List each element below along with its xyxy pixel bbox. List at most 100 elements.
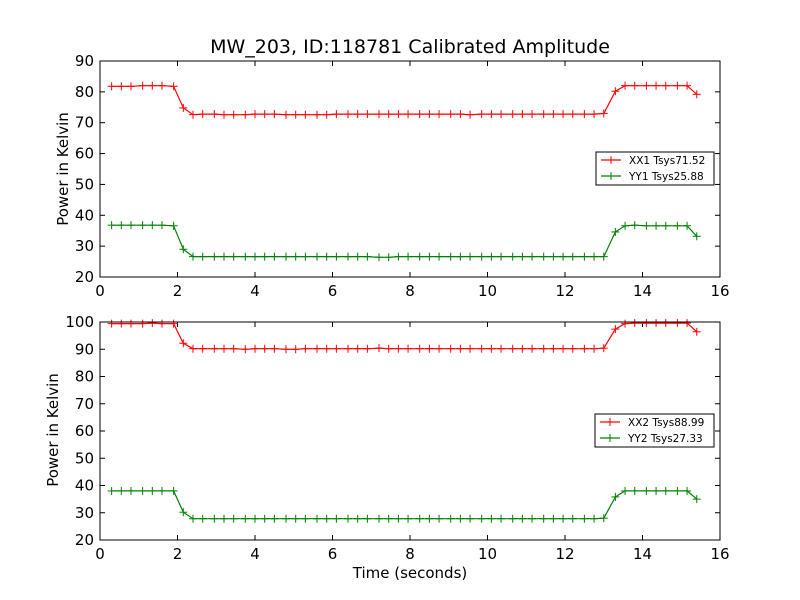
chart-0-series-1-marker bbox=[673, 221, 682, 230]
chart-1-series-0-marker bbox=[683, 319, 692, 328]
top-y-axis-label: Power in Kelvin bbox=[54, 112, 72, 226]
chart-0-series-1-marker bbox=[497, 252, 506, 261]
chart-1-series-0-marker bbox=[210, 344, 219, 353]
chart-0-series-0-marker bbox=[198, 110, 207, 119]
chart-0-series-0-marker bbox=[138, 81, 147, 90]
chart-1-series-1-marker bbox=[590, 514, 599, 523]
chart-0-series-0-marker bbox=[611, 87, 620, 96]
chart-1-series-0-marker bbox=[251, 344, 259, 353]
chart-1-series-0-marker bbox=[661, 319, 670, 328]
chart-0-series-0-marker bbox=[661, 81, 670, 90]
chart-1-y-tick-label: 90 bbox=[75, 340, 94, 358]
chart-0-series-0-marker bbox=[599, 109, 608, 118]
chart-1-series-0-marker bbox=[673, 319, 682, 328]
chart-0-series-1-marker bbox=[158, 221, 166, 230]
chart-0-series-1-marker bbox=[291, 252, 300, 261]
chart-0-series-1-marker bbox=[621, 221, 630, 230]
chart-1-series-0-marker bbox=[559, 344, 568, 353]
chart-1-series-0-marker bbox=[404, 344, 413, 353]
chart-0-series-1-marker bbox=[568, 252, 577, 261]
chart-0-series-0-marker bbox=[652, 81, 661, 90]
chart-1-series-0-marker bbox=[528, 344, 537, 353]
chart-1-series-0-marker bbox=[332, 344, 341, 353]
chart-1-series-1-marker bbox=[251, 514, 259, 523]
chart-0-series-1-marker bbox=[363, 252, 372, 261]
chart-0-series-0-marker bbox=[148, 81, 157, 90]
chart-1-series-1-marker bbox=[692, 495, 701, 504]
chart-0-x-tick-label: 6 bbox=[328, 282, 338, 300]
chart-0-series-0-marker bbox=[394, 110, 403, 119]
chart-0-series-0-marker bbox=[189, 110, 197, 119]
chart-0-series-1-marker bbox=[518, 252, 527, 261]
chart-1-series-1-marker bbox=[229, 514, 238, 523]
chart-0-y-tick-label: 40 bbox=[75, 206, 94, 224]
chart-1-series-1-marker bbox=[301, 514, 310, 523]
chart-0-series-0-marker bbox=[270, 110, 279, 119]
chart-0-series-0-marker bbox=[332, 110, 341, 119]
chart-1-x-tick-label: 16 bbox=[710, 545, 729, 563]
chart-0-series-0-marker bbox=[127, 82, 135, 91]
chart-0-series-1-marker bbox=[404, 252, 413, 261]
chart-0-series-1-marker bbox=[220, 252, 228, 261]
chart-1-y-tick-label: 80 bbox=[75, 368, 94, 386]
chart-0-series-0-marker bbox=[291, 110, 300, 119]
chart-1-series-0-marker bbox=[384, 344, 393, 353]
chart-0-series-0-marker bbox=[107, 82, 116, 91]
chart-1-series-1-marker bbox=[313, 514, 321, 523]
chart-0-series-0-marker bbox=[384, 110, 393, 119]
chart-0-series-0-marker bbox=[404, 110, 413, 119]
chart-0-series-1-marker bbox=[270, 252, 279, 261]
chart-1-series-1 bbox=[107, 486, 701, 523]
chart-0-series-1-marker bbox=[590, 252, 599, 261]
chart-1-series-0-marker bbox=[282, 345, 290, 354]
chart-1-series-1-marker bbox=[220, 514, 228, 523]
chart-0-series-1-marker bbox=[353, 252, 362, 261]
chart-1-series-1-marker bbox=[117, 486, 126, 495]
chart-1-series-1-marker bbox=[158, 486, 166, 495]
chart-1-series-1-marker bbox=[466, 514, 475, 523]
chart-1-series-0-marker bbox=[652, 319, 661, 328]
chart-0-series-0-marker bbox=[435, 110, 444, 119]
chart-0-series-1-marker bbox=[344, 252, 352, 261]
top-plot: 0 2 4 6 8 10 12 14 16 20 30 40 50 60 70 80 90 XX1 Tsys71.… bbox=[75, 52, 730, 300]
chart-1-series-0-marker bbox=[229, 344, 238, 353]
chart-1-x-tick-label: 10 bbox=[478, 545, 497, 563]
chart-0-series-1-marker bbox=[138, 221, 147, 230]
chart-0-series-0-marker bbox=[179, 103, 188, 112]
chart-0-series-1-marker bbox=[169, 221, 178, 230]
chart-1-series-1-marker bbox=[148, 486, 157, 495]
chart-0-series-0-marker bbox=[518, 110, 527, 119]
chart-1-legend-entry: XX2 Tsys88.99 bbox=[600, 417, 704, 429]
chart-0-series-1-marker bbox=[229, 252, 238, 261]
chart-0-series-1-marker bbox=[322, 252, 331, 261]
chart-0-series-1-marker bbox=[148, 221, 157, 230]
chart-1-series-0-marker bbox=[518, 344, 527, 353]
chart-1-x-tick-label: 4 bbox=[250, 545, 260, 563]
chart-1-y-tick-label: 60 bbox=[75, 422, 94, 440]
chart-0-series-0-marker bbox=[580, 110, 589, 119]
chart-1-series-0-marker bbox=[611, 325, 620, 334]
chart-0-series-1-marker bbox=[301, 252, 310, 261]
chart-1-series-1-marker bbox=[363, 514, 372, 523]
chart-0-series-1-marker bbox=[559, 252, 568, 261]
chart-title: MW_203, ID:118781 Calibrated Amplitude bbox=[210, 36, 610, 58]
chart-0-series-0-marker bbox=[251, 110, 259, 119]
chart-0-series-0-marker bbox=[477, 110, 486, 119]
chart-1-series-1-marker bbox=[652, 486, 661, 495]
chart-1-series-1-marker bbox=[107, 486, 116, 495]
chart-0-y-tick-label: 20 bbox=[75, 268, 94, 286]
chart-0-series-1-marker bbox=[210, 252, 219, 261]
chart-1-series-0-marker bbox=[301, 344, 310, 353]
chart-0-series-1-marker bbox=[260, 252, 269, 261]
chart-1-plot-frame bbox=[99, 321, 721, 541]
chart-0-series-1-marker bbox=[611, 227, 620, 236]
chart-1-series-1-marker bbox=[456, 514, 465, 523]
chart-0-series-0-marker bbox=[301, 110, 310, 119]
chart-0-x-tick-label: 14 bbox=[633, 282, 652, 300]
chart-1-series-0-marker bbox=[477, 344, 486, 353]
chart-0-series-1-marker bbox=[198, 252, 207, 261]
chart-0-series-1-marker bbox=[127, 221, 135, 230]
chart-1-legend-entry: YY2 Tsys27.33 bbox=[600, 433, 703, 445]
chart-1-y-tick-label: 70 bbox=[75, 395, 94, 413]
chart-0-series-1-marker bbox=[241, 252, 250, 261]
